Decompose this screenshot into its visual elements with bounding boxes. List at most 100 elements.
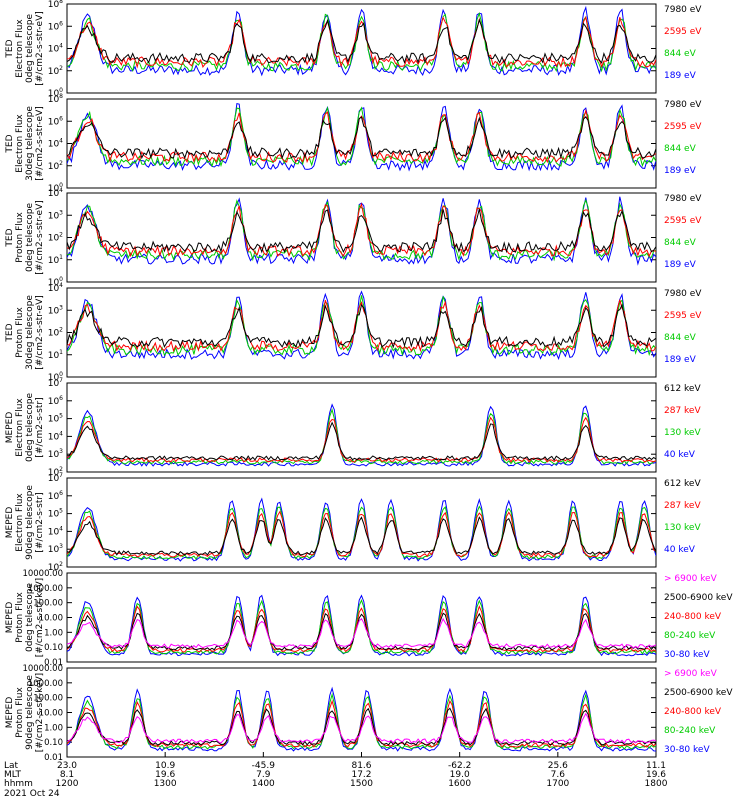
legend-entry: 7980 eV [664,289,702,299]
y-axis-label-line: Electron Flux [15,493,25,552]
x-tick-label: 11.1 [646,761,666,771]
legend-entry: 30-80 keV [664,650,710,660]
x-tick-label: 1500 [350,779,373,789]
y-tick-label: 1000.00 [28,679,63,689]
legend-entry: 40 keV [664,450,696,460]
legend-entry: 130 keV [664,523,701,533]
y-axis-label-line: Proton Flux [15,592,25,643]
y-tick-label: 106 [48,395,63,407]
y-tick-label: 103 [48,304,63,316]
y-tick-label: 100.00 [33,599,63,609]
x-row-label: hhmm [4,779,33,789]
series-traces [67,5,656,77]
y-axis-label-line: MEPED [5,697,15,729]
panel-frame [66,382,657,473]
series-traces [67,403,656,467]
y-tick-label: 10000.00 [22,569,63,579]
y-axis-label-line: [#/cm2-s-str-eV] [35,200,45,275]
y-axis-label-line: [#/cm2-s-str] [35,492,45,552]
y-tick-label: 10.00 [39,614,63,624]
x-tick-label: 10.9 [155,761,175,771]
y-axis-label-line: 30deg telescope [25,295,35,370]
series-traces [67,102,656,172]
x-tick-label: 17.2 [351,770,371,780]
y-tick-label: 104 [48,525,63,537]
legend-entry: 612 keV [664,479,701,489]
legend-entry: 189 eV [664,166,697,176]
x-tick-label: 1600 [448,779,471,789]
legend-entry: 30-80 keV [664,745,710,755]
y-axis-label-line: TED [5,228,15,247]
x-tick-label: 23.0 [57,761,77,771]
series-line [67,605,656,653]
x-tick-label: 1800 [645,779,668,789]
y-tick-label: 101 [48,349,63,361]
legend-entry: 7980 eV [664,100,702,110]
series-line [67,516,656,556]
legend-entry: 240-800 keV [664,612,722,622]
series-line [67,5,656,77]
legend-entry: 287 keV [664,406,701,416]
series-line [67,617,656,649]
series-line [67,11,656,73]
legend-entry: 2500-6900 keV [664,688,733,698]
legend-entry: 7980 eV [664,5,702,15]
y-tick-label: 1.00 [44,723,63,733]
y-tick-label: 100.00 [33,694,63,704]
y-axis-label-line: 30deg telescope [25,106,35,181]
y-tick-label: 105 [48,413,63,425]
x-tick-label: 25.6 [548,761,568,771]
series-line [67,421,656,461]
series-traces [67,594,656,657]
y-tick-label: 104 [48,187,63,199]
legend-entry: 844 eV [664,238,697,248]
y-tick-label: 0.10 [44,738,63,748]
series-line [67,416,656,463]
y-axis-label-line: Proton Flux [15,307,25,358]
panel-8: 10000.00 1000.00 100.00 10.00 1.00 0.10 0.01 ME… [5,664,733,763]
legend-entry: 40 keV [664,545,696,555]
series-line [67,102,656,172]
legend-entry: 130 keV [664,428,701,438]
y-axis-label-line: 90deg telescope [25,485,35,560]
legend-entry: 2595 eV [664,122,702,132]
legend-entry: 80-240 keV [664,631,716,641]
x-tick-label: 7.6 [551,770,566,780]
legend-entry: 2595 eV [664,311,702,321]
x-row-label: MLT [4,770,22,780]
legend-entry: > 6900 keV [664,574,718,584]
legend-entry: 2500-6900 keV [664,593,733,603]
series-line [67,303,656,349]
series-line [67,497,656,562]
series-traces [67,196,656,266]
y-tick-label: 106 [48,115,63,127]
series-line [67,707,656,746]
y-tick-label: 104 [48,430,63,442]
y-tick-label: 104 [48,43,63,55]
series-line [67,699,656,748]
y-tick-label: 107 [48,377,63,389]
y-axis-label-line: [#/cm2-s-str-eV] [35,106,45,181]
y-axis-label-line: Electron Flux [15,398,25,457]
y-tick-label: 101 [48,254,63,266]
series-line [67,202,656,258]
y-axis-label-line: MEPED [5,507,15,539]
legend-entry: 189 eV [664,260,697,270]
x-tick-label: 1400 [252,779,275,789]
x-tick-label: 19.6 [155,770,175,780]
y-axis-label-line: [#/cm2-s-str-keV] [35,578,45,657]
y-tick-label: 104 [48,282,63,294]
legend-entry: 2595 eV [664,216,702,226]
date-label: 2021 Oct 24 [4,789,60,799]
y-tick-label: 104 [48,138,63,150]
series-line [67,505,656,560]
y-axis-label-line: [#/cm2-s-str-keV] [35,673,45,752]
x-tick-label: 1700 [546,779,569,789]
panel-frame [66,477,657,568]
